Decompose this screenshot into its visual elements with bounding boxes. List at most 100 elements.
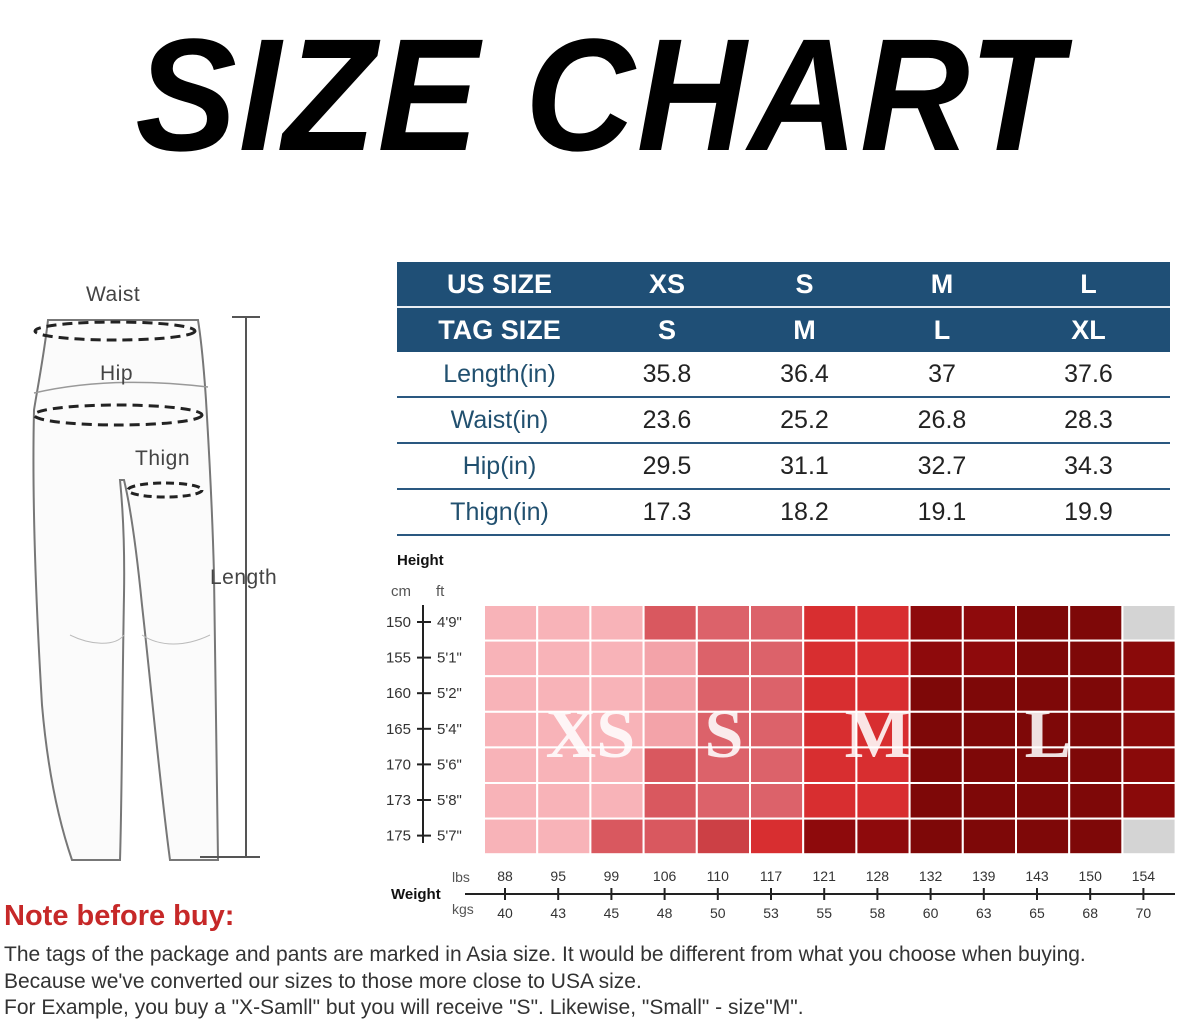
table-cell: L [1007,262,1170,308]
grid-cell [695,746,751,784]
weight-lbs-label: 110 [707,868,730,884]
weight-kgs-label: 53 [763,905,779,921]
grid-cell [536,710,592,749]
height-cm-label: 173 [386,792,411,809]
grid-cell [1068,675,1124,713]
thigh-label: Thign [135,447,191,470]
grid-cell [1121,710,1175,749]
grid-cell [589,604,645,642]
table-cell: 34.3 [1007,443,1170,490]
grid-cell [908,710,964,749]
height-cm-label: 160 [386,685,411,702]
grid-cell [908,639,964,678]
grid-cell [483,604,539,642]
grid-cell [589,746,645,784]
grid-cell [642,639,698,678]
row-label: Length(in) [397,352,602,398]
height-cm-label: 170 [386,756,411,773]
size-table: US SIZE XS S M L TAG SIZE S M L XL Lengt… [397,262,1170,536]
grid-cell [1121,675,1175,713]
table-cell: 17.3 [602,489,732,536]
grid-cell [1121,817,1175,856]
grid-cell [589,675,645,713]
grid-cell [1015,604,1071,642]
weight-lbs-label: 106 [653,868,677,884]
table-cell: 28.3 [1007,397,1170,444]
grid-cell [483,710,539,749]
grid-cell [749,639,805,678]
weight-lbs-label: 154 [1132,868,1156,884]
grid-cell [1015,639,1071,678]
grid-cell [695,710,751,749]
grid-cell [749,710,805,749]
table-cell: 18.2 [732,489,877,536]
weight-kgs-label: 70 [1136,905,1152,921]
grid-cell [855,639,911,678]
table-cell: 36.4 [732,352,877,398]
tag-size-row: TAG SIZE S M L XL [397,307,1170,352]
weight-lbs-label: 128 [866,868,890,884]
grid-cell [1068,604,1124,642]
grid-cell [1068,639,1124,678]
grid-cell [1015,817,1071,856]
table-cell: 26.8 [877,397,1007,444]
weight-lbs-label: 150 [1079,868,1103,884]
ft-unit-label: ft [436,583,445,600]
grid-cell [855,675,911,713]
table-cell: L [877,307,1007,352]
grid-cell [749,782,805,820]
height-weight-chart: XS S M L Height cm ft 150 4'9" 155 5'1" 160 5'2" 165 5… [386,552,1175,921]
table-cell: 37.6 [1007,352,1170,398]
weight-kgs-label: 43 [550,905,566,921]
weight-kgs-label: 40 [497,905,513,921]
grid-cell [749,746,805,784]
size-zone-label: M [845,696,911,773]
table-row: Waist(in) 23.6 25.2 26.8 28.3 [397,397,1170,444]
weight-kgs-label: 60 [923,905,939,921]
grid-cell [749,817,805,856]
row-label: Hip(in) [397,443,602,490]
height-ft-label: 5'6" [437,756,462,773]
leggings-outline-illustration [32,316,260,861]
row-label: TAG SIZE [397,307,602,352]
grid-cell [961,746,1017,784]
grid-cell [642,782,698,820]
weight-kgs-label: 55 [816,905,832,921]
weight-lbs-label: 121 [813,868,837,884]
grid-cell [642,817,698,856]
table-row: Thign(in) 17.3 18.2 19.1 19.9 [397,489,1170,536]
height-cm-label: 150 [386,614,411,631]
grid-cell [536,604,592,642]
grid-cell [642,675,698,713]
note-line: Because we've converted our sizes to tho… [4,970,642,993]
grid-cell [855,817,911,856]
grid-cell [802,639,858,678]
grid-cell [589,782,645,820]
grid-cell [1015,710,1071,749]
weight-kgs-label: 48 [657,905,673,921]
table-cell: XL [1007,307,1170,352]
table-row: Hip(in) 29.5 31.1 32.7 34.3 [397,443,1170,490]
grid-cell [1121,746,1175,784]
grid-cell [483,817,539,856]
table-cell: 23.6 [602,397,732,444]
grid-cell [695,782,751,820]
table-cell: M [732,307,877,352]
lbs-unit-label: lbs [452,869,470,885]
grid-cell [1121,639,1175,678]
table-cell: 19.9 [1007,489,1170,536]
grid-cell [908,817,964,856]
grid-cell [1068,710,1124,749]
size-zone-label: XS [546,696,635,773]
note-line: For Example, you buy a "X-Samll" but you… [4,996,804,1019]
grid-cell [961,604,1017,642]
grid-cell [1015,675,1071,713]
grid-cell [802,817,858,856]
kgs-unit-label: kgs [452,901,474,917]
table-cell: XS [602,262,732,308]
grid-cell [589,639,645,678]
height-cm-label: 165 [386,721,411,738]
row-label: US SIZE [397,262,602,308]
grid-cell [802,675,858,713]
grid-cell [961,639,1017,678]
